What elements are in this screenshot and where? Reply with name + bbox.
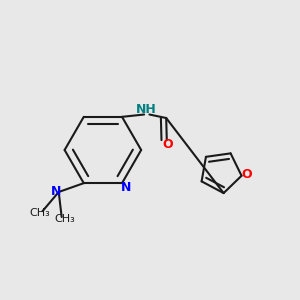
Text: N: N [51,185,62,199]
Text: CH₃: CH₃ [54,214,75,224]
Text: O: O [163,138,173,151]
Text: N: N [121,181,131,194]
Text: O: O [242,168,252,182]
Text: CH₃: CH₃ [29,208,50,218]
Text: NH: NH [136,103,157,116]
